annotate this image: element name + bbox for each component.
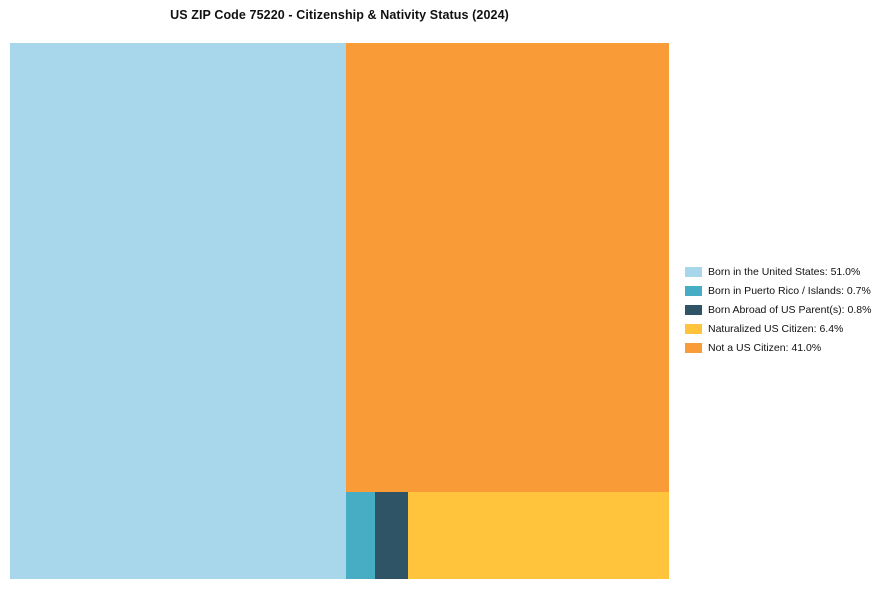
legend-item-label: Naturalized US Citizen: 6.4% [708,323,844,335]
treemap-segment-born-in-us [10,43,347,579]
legend-item-label: Not a US Citizen: 41.0% [708,342,822,354]
legend-swatch [685,267,702,277]
treemap-segment-born-abroad-us-parents [375,492,408,579]
treemap-bottom-row [346,492,669,579]
treemap-segment-born-in-puerto-rico [346,492,375,579]
legend-swatch [685,286,702,296]
legend-item: Born in the United States: 51.0% [685,266,871,278]
legend-item-label: Born Abroad of US Parent(s): 0.8% [708,304,872,316]
chart-title: US ZIP Code 75220 - Citizenship & Nativi… [170,8,509,22]
legend-item-label: Born in the United States: 51.0% [708,266,861,278]
treemap-chart [10,43,669,579]
legend-item: Born in Puerto Rico / Islands: 0.7% [685,285,871,297]
legend-item: Naturalized US Citizen: 6.4% [685,323,871,335]
legend-item: Not a US Citizen: 41.0% [685,342,871,354]
legend-item: Born Abroad of US Parent(s): 0.8% [685,304,871,316]
treemap-right-column [346,43,669,579]
legend-swatch [685,343,702,353]
legend: Born in the United States: 51.0% Born in … [685,266,871,354]
treemap-segment-not-a-us-citizen [346,43,669,493]
legend-swatch [685,305,702,315]
legend-swatch [685,324,702,334]
treemap-segment-naturalized-us-citizen [407,492,669,579]
legend-item-label: Born in Puerto Rico / Islands: 0.7% [708,285,871,297]
